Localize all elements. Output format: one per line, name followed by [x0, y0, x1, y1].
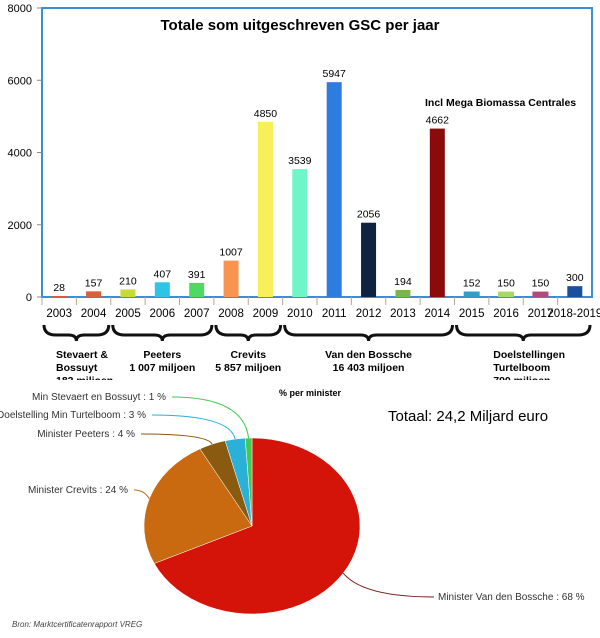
bar-2005 [120, 289, 136, 297]
data-label: 4662 [426, 115, 450, 127]
pie-slice-0 [153, 437, 361, 615]
bar-2008 [223, 260, 239, 297]
group-label: Doelstellingen [493, 349, 565, 361]
y-tick-label: 4000 [8, 148, 32, 160]
y-tick-label: 6000 [8, 75, 32, 87]
pie-title: % per minister [279, 388, 342, 398]
data-label: 391 [188, 269, 206, 281]
leader-line [133, 489, 150, 500]
bar-2013 [395, 289, 411, 297]
x-tick-label: 2011 [322, 308, 347, 320]
slice-label: Minister Crevits : 24 % [28, 485, 128, 496]
bar-2015 [463, 291, 480, 297]
data-label: 407 [154, 268, 172, 280]
x-tick-label: 2018-2019 [547, 308, 600, 320]
bar-2010 [292, 169, 308, 297]
group-label: 790 miljoen [493, 375, 550, 380]
data-label: 5947 [323, 68, 347, 80]
slice-label: Min Stevaert en Bossuyt : 1 % [32, 392, 166, 403]
group-label: Stevaert & [56, 349, 108, 361]
plot-frame [41, 7, 593, 298]
x-tick-label: 2015 [459, 308, 485, 320]
group-label: Bossuyt [56, 362, 98, 374]
slice-label: Doelstelling Min Turtelboom : 3 % [0, 410, 146, 421]
x-tick-label: 2016 [493, 308, 519, 320]
y-tick-label: 2000 [8, 220, 32, 232]
pie-slice-1 [143, 448, 253, 564]
group-label: Van den Bossche [325, 349, 412, 361]
group-label: 16 403 miljoen [333, 362, 405, 374]
x-tick-label: 2014 [425, 308, 451, 320]
leader-line [171, 396, 250, 439]
data-label: 3539 [288, 155, 312, 167]
leader-line [140, 433, 213, 445]
group-brace [283, 324, 454, 342]
group-label: Turtelboom [493, 362, 550, 374]
y-tick-label: 0 [26, 292, 32, 304]
bar-2011 [326, 82, 342, 297]
bar-2016 [498, 291, 515, 297]
bar-2009 [257, 121, 273, 297]
x-tick-label: 2005 [115, 308, 141, 320]
bar-2003 [51, 295, 67, 297]
bar-2017 [532, 291, 549, 297]
pie-slice-4 [244, 437, 253, 527]
group-brace [111, 324, 214, 342]
bar-2018-2019 [567, 286, 583, 297]
data-label: 4850 [254, 108, 278, 120]
data-label: 150 [497, 278, 515, 290]
group-label: Crevits [230, 349, 266, 361]
x-tick-label: 2007 [184, 308, 210, 320]
bar-2014 [429, 128, 445, 297]
x-tick-label: 2008 [218, 308, 244, 320]
x-tick-label: 2003 [46, 308, 72, 320]
x-tick-label: 2009 [253, 308, 279, 320]
data-label: 1007 [219, 247, 243, 259]
data-label: 28 [53, 282, 65, 294]
x-tick-label: 2017 [528, 308, 554, 320]
group-brace [455, 324, 592, 342]
group-label: 5 857 miljoen [215, 362, 281, 374]
group-brace [214, 324, 283, 342]
bar-2006 [154, 282, 170, 297]
total-label: Totaal: 24,2 Miljard euro [388, 408, 548, 425]
data-label: 300 [566, 272, 584, 284]
group-brace [42, 324, 111, 342]
bar-2004 [86, 291, 102, 297]
data-label: 150 [532, 278, 550, 290]
bar-2007 [189, 282, 205, 297]
x-tick-label: 2006 [150, 308, 176, 320]
annotation: Incl Mega Biomassa Centrales [425, 97, 576, 109]
group-label: 182 miljoen [56, 375, 113, 380]
source-note: Bron: Marktcertificatenrapport VREG [12, 620, 142, 629]
data-label: 157 [85, 277, 103, 289]
bar-2012 [361, 222, 377, 297]
data-label: 2056 [357, 209, 381, 221]
data-label: 210 [119, 275, 137, 287]
data-label: 152 [463, 278, 481, 290]
x-tick-label: 2004 [81, 308, 107, 320]
group-label: Peeters [143, 349, 181, 361]
slice-label: Minister Van den Bossche : 68 % [438, 592, 585, 603]
x-tick-label: 2010 [287, 308, 313, 320]
chart-title: Totale som uitgeschreven GSC per jaar [161, 17, 440, 34]
slice-label: Minister Peeters : 4 % [37, 429, 135, 440]
bar-chart: 0 2000 4000 6000 8000 Totale som uitgeschreve… [8, 3, 600, 380]
x-tick-label: 2012 [356, 308, 382, 320]
leader-line [151, 414, 236, 440]
x-tick-label: 2013 [390, 308, 416, 320]
data-label: 194 [394, 276, 412, 288]
leader-line [342, 572, 435, 598]
group-label: 1 007 miljoen [129, 362, 195, 374]
y-tick-label: 8000 [8, 3, 32, 15]
